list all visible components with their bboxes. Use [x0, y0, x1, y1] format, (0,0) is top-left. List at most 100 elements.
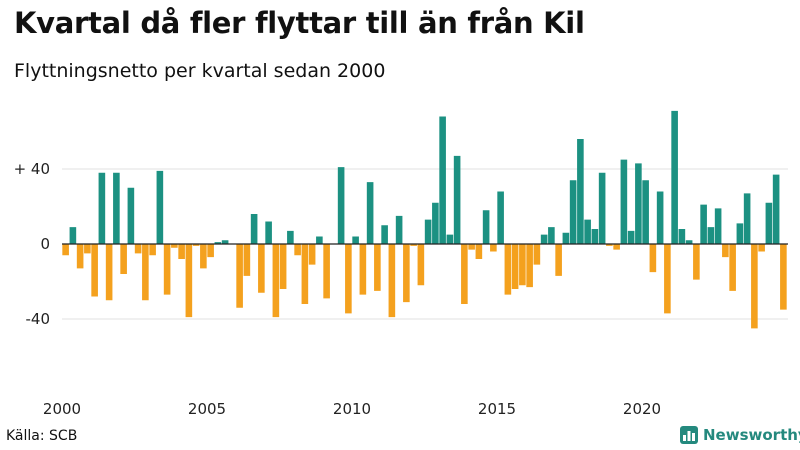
- bar-2016-q1: [526, 244, 533, 288]
- bar-2002-q2: [127, 187, 135, 244]
- bar-2007-q3: [279, 244, 287, 289]
- bar-2008-q3: [308, 244, 316, 265]
- bar-2008-q1: [294, 244, 301, 256]
- bar-2023-q2: [736, 223, 744, 245]
- bar-2011-q1: [381, 225, 388, 244]
- x-tick-label: 2020: [623, 400, 661, 418]
- source-note: Källa: SCB: [6, 428, 78, 444]
- bar-2012-q1: [410, 244, 417, 246]
- bar-2002-q4: [142, 244, 149, 301]
- chart-title: Kvartal då fler flyttar till än från Kil: [14, 6, 585, 40]
- bar-2019-q4: [635, 163, 642, 245]
- bar-2001-q3: [105, 244, 113, 301]
- bar-2016-q2: [533, 244, 541, 265]
- bar-2015-q4: [519, 244, 526, 286]
- bar-2011-q2: [388, 244, 396, 318]
- bar-2017-q3: [569, 180, 577, 244]
- newsworthy-brand: Newsworthy: [680, 426, 800, 444]
- bar-2012-q3: [424, 219, 432, 245]
- bar-2005-q2: [214, 242, 222, 245]
- x-tick-label: 2015: [478, 400, 516, 418]
- bar-2022-q3: [714, 208, 722, 245]
- bar-2022-q2: [707, 227, 715, 245]
- bar-2010-q2: [359, 244, 367, 295]
- bar-2014-q1: [468, 244, 475, 250]
- bar-2023-q1: [729, 244, 736, 291]
- bar-2015-q1: [497, 191, 504, 244]
- bar-2005-q1: [207, 244, 214, 258]
- bar-2004-q4: [200, 244, 207, 269]
- bar-2001-q1: [91, 244, 98, 297]
- y-tick-label: -40: [26, 310, 51, 328]
- bar-2023-q3: [743, 193, 751, 245]
- bar-2011-q3: [395, 215, 403, 245]
- bar-2013-q2: [446, 234, 454, 245]
- bar-2020-q1: [642, 180, 649, 244]
- bar-2016-q4: [548, 227, 555, 245]
- bar-2003-q2: [156, 170, 164, 245]
- x-tick-label: 2000: [43, 400, 81, 418]
- bar-2014-q2: [475, 244, 483, 259]
- bar-2000-q1: [62, 244, 69, 256]
- bar-2003-q3: [163, 244, 171, 295]
- bar-2003-q1: [149, 244, 156, 256]
- bar-2019-q2: [620, 159, 628, 245]
- bar-2018-q4: [606, 244, 613, 246]
- bar-2009-q1: [323, 244, 330, 299]
- bar-2013-q4: [461, 244, 468, 304]
- bar-2012-q2: [417, 244, 425, 286]
- axes: + 40 0 -40 2000 2005 2010 2015 2020: [14, 160, 788, 418]
- gridlines: [62, 168, 788, 320]
- bar-2006-q1: [236, 244, 243, 308]
- bar-2021-q3: [685, 240, 693, 244]
- bar-2013-q3: [453, 155, 461, 245]
- x-tick-label: 2005: [188, 400, 226, 418]
- bar-2014-q3: [482, 210, 490, 244]
- bar-2004-q2: [185, 244, 193, 318]
- bar-2024-q4: [780, 244, 787, 310]
- bar-2018-q1: [584, 219, 591, 245]
- bar-2016-q3: [540, 234, 548, 245]
- bar-2009-q4: [345, 244, 352, 314]
- bar-2006-q4: [258, 244, 265, 293]
- bar-2007-q1: [265, 221, 272, 244]
- bar-2002-q1: [120, 244, 127, 274]
- bar-2001-q4: [113, 172, 120, 244]
- bar-2012-q4: [432, 202, 439, 244]
- bar-2014-q4: [490, 244, 497, 252]
- bar-2007-q4: [287, 230, 294, 245]
- bar-2010-q3: [366, 182, 374, 245]
- bar-2018-q3: [598, 172, 606, 244]
- bar-chart-logo-icon: [680, 426, 698, 444]
- bar-2022-q4: [722, 244, 729, 258]
- bar-2000-q3: [76, 244, 84, 269]
- bar-2003-q4: [171, 244, 178, 248]
- bar-2015-q3: [511, 244, 519, 289]
- bar-2001-q2: [98, 172, 106, 244]
- bar-2004-q3: [192, 244, 200, 246]
- bar-2017-q1: [555, 244, 562, 276]
- bar-2019-q3: [627, 230, 635, 245]
- bar-2018-q2: [591, 229, 599, 244]
- bar-2004-q1: [178, 244, 185, 259]
- bar-2000-q2: [69, 227, 77, 245]
- bars: [62, 110, 787, 329]
- bar-2010-q1: [352, 236, 359, 244]
- bar-2006-q3: [250, 214, 258, 244]
- bar-2020-q2: [649, 244, 657, 273]
- chart-subtitle: Flyttningsnetto per kvartal sedan 2000: [14, 60, 386, 82]
- bar-2010-q4: [374, 244, 381, 291]
- bar-2019-q1: [613, 244, 620, 250]
- bar-2022-q1: [700, 204, 707, 245]
- bar-2008-q2: [301, 244, 309, 304]
- bar-2024-q3: [772, 174, 780, 245]
- y-tick-label: + 40: [14, 160, 50, 178]
- bar-2021-q4: [693, 244, 700, 280]
- brand-name: Newsworthy: [703, 426, 800, 444]
- bar-2017-q2: [562, 232, 570, 244]
- bar-2009-q3: [337, 167, 345, 245]
- bar-2024-q2: [765, 202, 773, 244]
- bar-2013-q1: [439, 116, 446, 244]
- y-tick-label: 0: [40, 235, 50, 253]
